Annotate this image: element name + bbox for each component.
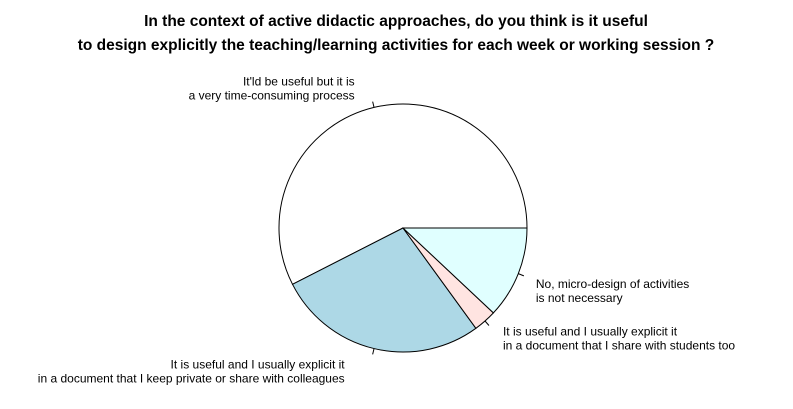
slice-label-2-line-2: in a document that I share with students… (503, 339, 735, 353)
slice-label-0-line-1: It'ld be useful but it is (243, 75, 355, 89)
slice-label-0-line-2: a very time-consuming process (189, 89, 355, 103)
chart-title-line-1: In the context of active didactic approa… (144, 13, 648, 30)
slice-labels: It'ld be useful but it isa very time-con… (38, 75, 736, 386)
leader-line-3 (518, 273, 525, 277)
label-leader-lines (372, 101, 525, 355)
pie-slices (278, 103, 528, 353)
slice-label-2-line-1: It is useful and I usually explicit it (503, 325, 678, 339)
chart-title-line-2: to design explicitly the teaching/learni… (78, 37, 715, 54)
leader-line-0 (372, 101, 375, 108)
pie-slice-3 (401, 227, 528, 314)
pie-slice-0 (278, 103, 528, 285)
leader-line-2 (484, 320, 490, 326)
slice-label-1-line-2: in a document that I keep private or sha… (38, 371, 345, 385)
slice-label-3-line-2: is not necessary (536, 291, 623, 305)
leader-line-1 (372, 348, 375, 355)
slice-label-3-line-1: No, micro-design of activities (536, 277, 689, 291)
slice-label-1-line-1: It is useful and I usually explicit it (171, 357, 346, 371)
